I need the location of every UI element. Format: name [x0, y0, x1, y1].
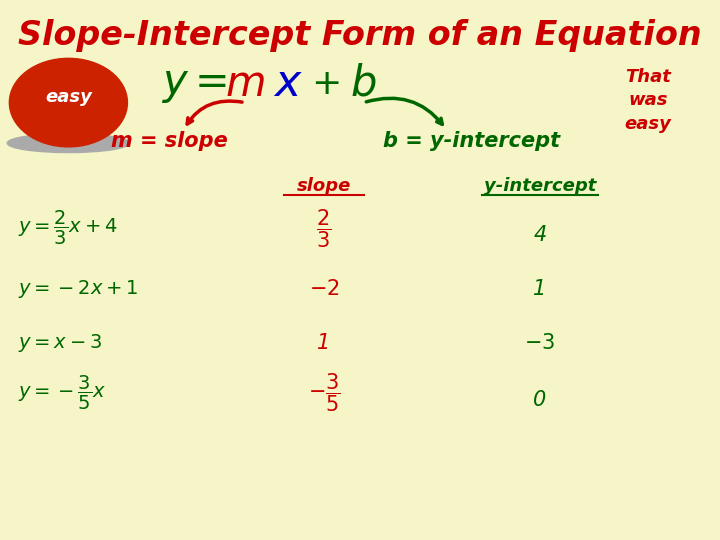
Text: $y=-\dfrac{3}{5}x$: $y=-\dfrac{3}{5}x$ [18, 374, 107, 412]
Ellipse shape [7, 134, 130, 152]
Text: $+$: $+$ [311, 67, 340, 100]
Circle shape [9, 58, 127, 147]
Text: y-intercept: y-intercept [484, 177, 596, 195]
Text: slope: slope [297, 177, 351, 195]
Text: $y=\dfrac{2}{3}x+4$: $y=\dfrac{2}{3}x+4$ [18, 210, 117, 247]
Text: 1: 1 [318, 333, 330, 353]
Text: 1: 1 [534, 279, 546, 299]
Text: Slope-Intercept Form of an Equation: Slope-Intercept Form of an Equation [18, 19, 702, 52]
Text: $\dfrac{2}{3}$: $\dfrac{2}{3}$ [316, 207, 332, 249]
Text: $m$: $m$ [225, 63, 265, 105]
Text: $y=x-3$: $y=x-3$ [18, 332, 102, 354]
Text: $-\dfrac{3}{5}$: $-\dfrac{3}{5}$ [307, 372, 341, 414]
Text: easy: easy [45, 88, 92, 106]
Text: 4: 4 [534, 225, 546, 245]
Text: $x$: $x$ [273, 62, 303, 105]
Text: That
was
easy: That was easy [624, 68, 672, 133]
Text: b = y-intercept: b = y-intercept [383, 131, 560, 152]
Text: $y=$: $y=$ [161, 63, 228, 105]
Text: $b$: $b$ [351, 63, 377, 105]
Text: 0: 0 [534, 389, 546, 410]
Text: $y=-2x+1$: $y=-2x+1$ [18, 278, 138, 300]
Text: $-2$: $-2$ [309, 279, 339, 299]
Text: $-3$: $-3$ [524, 333, 556, 353]
Text: m = slope: m = slope [111, 131, 228, 152]
